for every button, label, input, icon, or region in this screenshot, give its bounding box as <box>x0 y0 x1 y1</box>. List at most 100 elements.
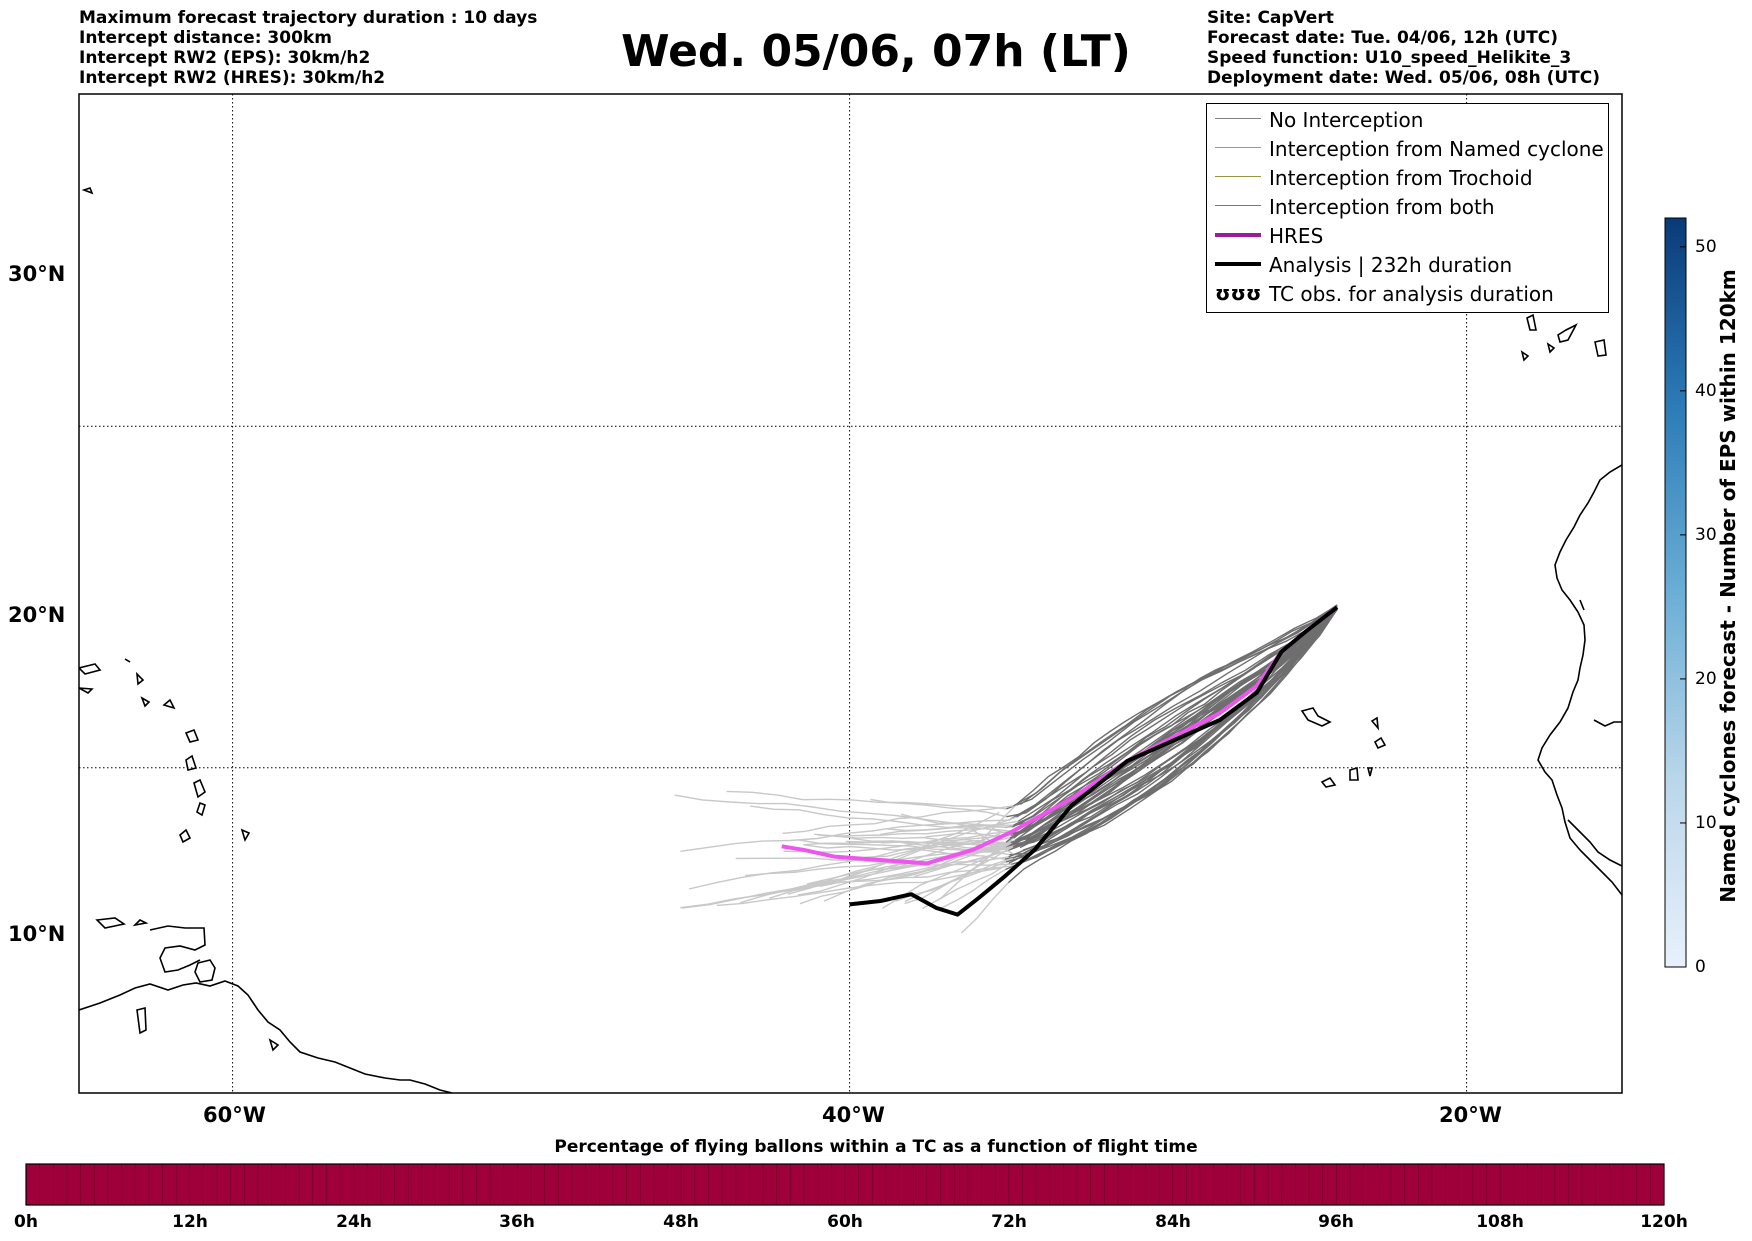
ensemble-trajectory-light <box>846 837 1011 861</box>
coastline <box>1537 464 1622 896</box>
coastline <box>149 925 206 973</box>
flight-time-tick: 60h <box>827 1212 863 1232</box>
header-left: Maximum forecast trajectory duration : 1… <box>79 8 537 88</box>
ensemble-trajectory-light <box>879 823 1014 836</box>
cyclone-icon: ʊʊʊ <box>1215 281 1262 305</box>
coastline <box>1300 707 1332 727</box>
coastline <box>1520 350 1530 362</box>
x-tick-label: 60°W <box>203 1103 266 1127</box>
flight-time-tick: 36h <box>499 1212 535 1232</box>
ensemble-trajectory <box>1016 606 1338 818</box>
coastline <box>1546 342 1556 354</box>
ensemble-trajectory <box>1006 607 1338 818</box>
coastline <box>184 728 200 743</box>
ensemble-trajectory-light <box>938 868 1006 910</box>
ensemble-trajectory-light <box>726 790 1007 810</box>
legend-item: Interception from Named cyclone <box>1207 134 1607 163</box>
flight-time-tick: 12h <box>172 1212 208 1232</box>
ensemble-trajectory-light <box>813 833 1011 845</box>
flight-time-colorbar-title: Percentage of flying ballons within a TC… <box>554 1137 1198 1157</box>
header-left-line: Intercept RW2 (HRES): 30km/h2 <box>79 68 386 88</box>
coastline <box>124 658 131 663</box>
colorbar-tick-label: 10 <box>1695 813 1717 833</box>
coastline <box>268 1038 280 1052</box>
x-tick-label: 40°W <box>822 1103 885 1127</box>
ensemble-trajectory-light <box>688 833 1014 890</box>
ensemble-trajectory-light <box>901 813 1011 835</box>
flight-time-tick: 48h <box>663 1212 699 1232</box>
legend-swatch <box>1215 147 1261 148</box>
colorbar-label: Named cyclones forecast - Number of EPS … <box>1716 269 1740 903</box>
legend-item: Interception from both <box>1207 192 1607 221</box>
analysis-trajectory <box>849 605 1339 917</box>
legend-label: Interception from Named cyclone <box>1269 137 1604 161</box>
ensemble-trajectory-light <box>805 844 1005 860</box>
legend-label: HRES <box>1269 224 1324 248</box>
coastline <box>79 980 453 1093</box>
header-right-line: Speed function: U10_speed_Helikite_3 <box>1207 48 1572 68</box>
legend-swatch <box>1215 176 1261 177</box>
header-left-line: Intercept RW2 (EPS): 30km/h2 <box>79 48 371 68</box>
page-title: Wed. 05/06, 07h (LT) <box>621 26 1131 77</box>
header-right-line: Deployment date: Wed. 05/06, 08h (UTC) <box>1207 68 1601 88</box>
flight-time-colorbar <box>25 1163 1665 1206</box>
ensemble-trajectory-light <box>904 845 1014 903</box>
header-left-line: Maximum forecast trajectory duration : 1… <box>79 8 538 28</box>
legend-label: Interception from Trochoid <box>1269 166 1533 190</box>
coastline <box>194 959 216 983</box>
coastline <box>1370 716 1380 731</box>
coastline <box>140 696 151 708</box>
coastline <box>1593 719 1622 727</box>
ensemble-trajectory-light <box>961 882 1009 934</box>
legend-swatch <box>1215 233 1261 237</box>
ensemble-trajectory <box>1012 608 1338 848</box>
coastline <box>1349 766 1359 781</box>
ensemble-trajectory-light <box>750 805 1020 833</box>
flight-time-tick: 120h <box>1640 1212 1688 1232</box>
ensemble-trajectory-light <box>735 857 1012 867</box>
coastline <box>162 698 176 710</box>
flight-time-tick: 72h <box>991 1212 1027 1232</box>
y-tick-label: 20°N <box>8 603 66 627</box>
ensemble-trajectory-light <box>716 867 1002 907</box>
coastline <box>1320 776 1337 788</box>
ensemble-trajectory-light <box>806 845 1006 885</box>
cyclone-colorbar <box>1664 217 1687 968</box>
coastline <box>1557 323 1578 343</box>
flight-time-tick: 96h <box>1318 1212 1354 1232</box>
colorbar-tick-label: 50 <box>1695 237 1717 257</box>
coastline <box>95 917 127 929</box>
flight-time-tick: 84h <box>1155 1212 1191 1232</box>
legend-label: Analysis | 232h duration <box>1269 253 1513 277</box>
colorbar-tick-label: 40 <box>1695 381 1717 401</box>
coastline <box>1526 313 1537 331</box>
coastline <box>1594 339 1607 357</box>
coastline <box>185 754 198 771</box>
header-right-line: Forecast date: Tue. 04/06, 12h (UTC) <box>1207 28 1558 48</box>
header-right: Site: CapVert Forecast date: Tue. 04/06,… <box>1207 8 1600 88</box>
ensemble-trajectory-light <box>939 841 1007 900</box>
legend-swatch <box>1215 118 1261 119</box>
ensemble-trajectory <box>1008 607 1338 864</box>
coastline <box>193 778 206 799</box>
colorbar-tick-label: 0 <box>1695 957 1706 977</box>
ensemble-trajectory <box>1011 608 1338 865</box>
legend-item: ʊʊʊ TC obs. for analysis duration <box>1207 279 1607 308</box>
y-tick-label: 10°N <box>8 922 66 946</box>
coastline <box>1373 736 1387 750</box>
coastline <box>1579 599 1585 611</box>
flight-time-tick: 24h <box>336 1212 372 1232</box>
flight-time-tick: 108h <box>1476 1212 1524 1232</box>
flight-time-tick: 0h <box>14 1212 38 1232</box>
coastline <box>179 828 192 844</box>
ensemble-trajectory-light <box>799 845 1002 905</box>
legend-item: Analysis | 232h duration <box>1207 250 1607 279</box>
ensemble-trajectory <box>1006 608 1338 810</box>
legend-swatch <box>1215 262 1261 266</box>
legend-item: No Interception <box>1207 105 1607 134</box>
coastline <box>196 801 206 817</box>
legend-item: HRES <box>1207 221 1607 250</box>
chart-legend: No Interception Interception from Named … <box>1206 103 1609 313</box>
coastline <box>132 919 149 927</box>
